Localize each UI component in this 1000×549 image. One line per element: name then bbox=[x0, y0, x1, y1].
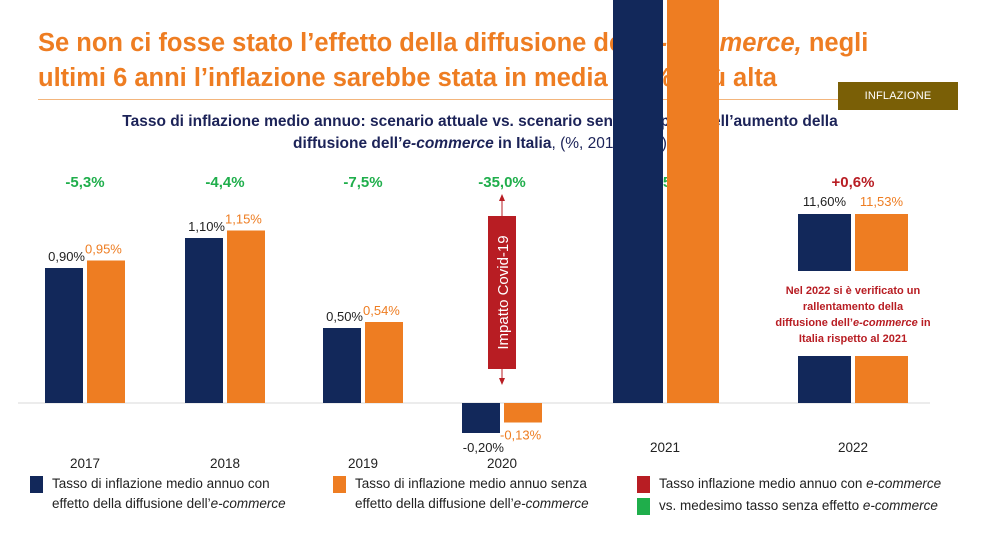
data-label-without-ecommerce: -0,13% bbox=[500, 428, 542, 443]
bar-with-ecommerce bbox=[462, 403, 500, 433]
bar-with-ecommerce bbox=[185, 238, 223, 403]
data-label-with-ecommerce: 0,90% bbox=[48, 249, 85, 264]
subtitle-em: e-commerce bbox=[402, 135, 494, 152]
subtitle-line2-end: in Italia bbox=[493, 135, 552, 152]
subtitle-line2: diffusione dell’ bbox=[293, 135, 403, 152]
note-2022-line: Italia rispetto al 2021 bbox=[799, 333, 907, 345]
legend-item1-em: e-commerce bbox=[210, 496, 286, 511]
difference-label: -4,4% bbox=[205, 174, 244, 191]
legend-item3-text: Tasso inflazione medio annuo con bbox=[659, 476, 867, 491]
legend-item1-line1: Tasso di inflazione medio annuo con bbox=[52, 476, 270, 491]
legend-item1-line2: effetto della diffusione dell’ bbox=[52, 496, 211, 511]
legend-item4-text: vs. medesimo tasso senza effetto bbox=[659, 498, 863, 513]
legend-swatch-orange bbox=[333, 476, 346, 493]
legend-item3-em: e-commerce bbox=[866, 476, 942, 491]
data-label-with-ecommerce: 11,60% bbox=[803, 194, 847, 209]
headline-line1-end: negli bbox=[801, 29, 869, 57]
section-badge: INFLAZIONE bbox=[838, 82, 958, 110]
category-label: 2017 bbox=[70, 456, 100, 471]
note-2022-line: Nel 2022 si è verificato un bbox=[786, 285, 921, 297]
bar-with-ecommerce bbox=[323, 328, 361, 403]
bar-without-ecommerce bbox=[365, 322, 403, 403]
bar-without-ecommerce bbox=[667, 0, 719, 403]
legend-swatch-green bbox=[637, 498, 650, 515]
bar-without-ecommerce bbox=[227, 230, 265, 403]
legend-item2-line1: Tasso di inflazione medio annuo senza bbox=[355, 476, 587, 491]
note-2022-line: rallentamento della bbox=[803, 301, 904, 313]
legend-item2-em: e-commerce bbox=[513, 496, 589, 511]
category-label: 2020 bbox=[487, 456, 517, 471]
bar-without-ecommerce bbox=[87, 260, 125, 403]
legend-item4-em: e-commerce bbox=[862, 498, 938, 513]
category-label: 2019 bbox=[348, 456, 378, 471]
note-2022-line: diffusione dell’ bbox=[775, 317, 853, 329]
covid-arrow-up-head bbox=[499, 194, 505, 201]
bar-without-ecommerce-lower bbox=[855, 356, 908, 403]
legend-swatch-navy bbox=[30, 476, 43, 493]
covid-arrow-down-head bbox=[499, 378, 505, 385]
legend-item2-line2: effetto della diffusione dell’ bbox=[355, 496, 514, 511]
bar-with-ecommerce bbox=[45, 268, 83, 403]
note-2022-line: e-commerce bbox=[853, 317, 918, 329]
data-label-with-ecommerce: -0,20% bbox=[463, 440, 505, 455]
category-label: 2022 bbox=[838, 440, 868, 455]
data-label-without-ecommerce: 0,95% bbox=[85, 242, 122, 257]
covid-label-box bbox=[488, 216, 516, 369]
data-label-without-ecommerce: 0,54% bbox=[363, 303, 400, 318]
difference-label: -5,3% bbox=[65, 174, 104, 191]
bar-without-ecommerce-upper bbox=[855, 214, 908, 271]
data-label-with-ecommerce: 0,50% bbox=[326, 309, 363, 324]
bar-with-ecommerce-lower bbox=[798, 356, 851, 403]
difference-label: -35,0% bbox=[478, 174, 526, 191]
bar-without-ecommerce bbox=[504, 403, 542, 423]
headline-divider bbox=[38, 99, 958, 100]
data-label-without-ecommerce: 1,15% bbox=[225, 212, 262, 227]
headline-line2: ultimi 6 anni l’inflazione sarebbe stata… bbox=[38, 64, 673, 92]
difference-label: +0,6% bbox=[832, 174, 875, 191]
note-2022: Nel 2022 si è verificato un rallentamento… bbox=[775, 285, 931, 345]
bar-with-ecommerce-upper bbox=[798, 214, 851, 271]
covid-label: Impatto Covid-19 bbox=[495, 235, 512, 349]
note-2022-line: in bbox=[918, 317, 931, 329]
bar-with-ecommerce bbox=[613, 0, 663, 403]
data-label-without-ecommerce: 11,53% bbox=[860, 194, 904, 209]
data-label-with-ecommerce: 1,10% bbox=[188, 219, 225, 234]
difference-label: -7,5% bbox=[343, 174, 382, 191]
category-label: 2021 bbox=[650, 440, 680, 455]
legend-swatch-red bbox=[637, 476, 650, 493]
category-label: 2018 bbox=[210, 456, 240, 471]
headline-line1: Se non ci fosse stato l’effetto della di… bbox=[38, 29, 645, 57]
